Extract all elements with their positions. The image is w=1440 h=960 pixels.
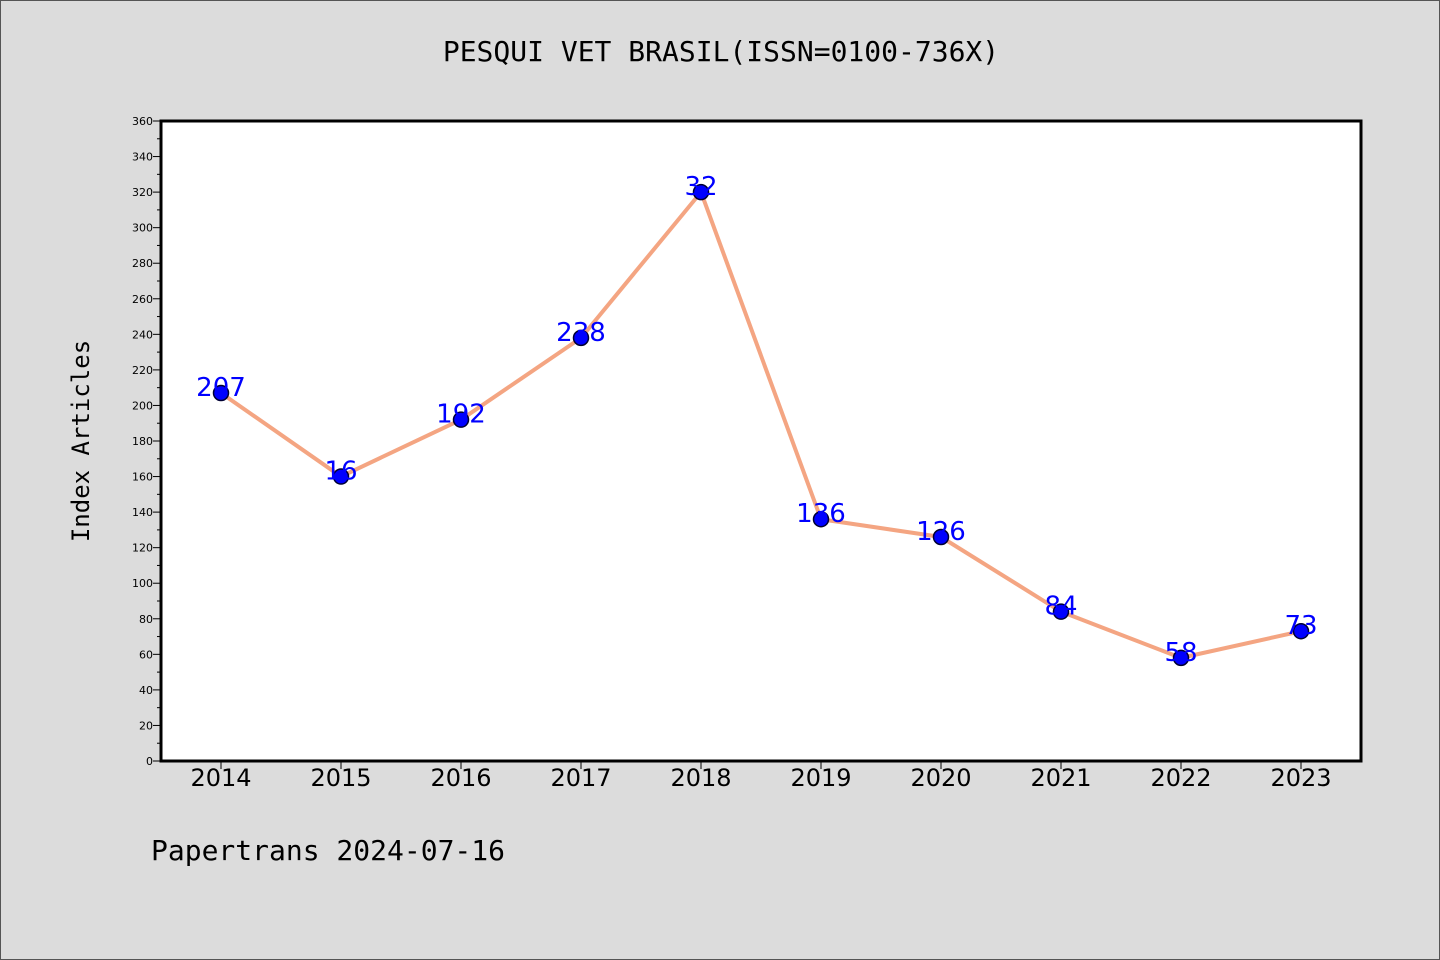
x-tick-label: 2016 bbox=[430, 764, 491, 792]
y-tick-label: 60 bbox=[139, 648, 153, 661]
x-tick-label: 2021 bbox=[1030, 764, 1091, 792]
data-label: 207 bbox=[196, 373, 246, 403]
y-tick-label: 140 bbox=[132, 506, 153, 519]
y-tick-label: 80 bbox=[139, 613, 153, 626]
data-label: 58 bbox=[1164, 638, 1197, 668]
plot-frame bbox=[159, 119, 1363, 763]
data-point bbox=[212, 384, 230, 402]
y-tick-label: 180 bbox=[132, 435, 153, 448]
y-tick-label: 360 bbox=[132, 115, 153, 128]
y-tick-label: 260 bbox=[132, 293, 153, 306]
y-tick-label: 300 bbox=[132, 222, 153, 235]
data-label: 126 bbox=[916, 517, 966, 547]
data-point bbox=[932, 528, 950, 546]
data-label: 84 bbox=[1044, 592, 1077, 622]
data-point bbox=[1052, 603, 1070, 620]
series-line bbox=[219, 190, 1303, 660]
y-tick-label: 120 bbox=[132, 542, 153, 555]
y-tick-label: 320 bbox=[132, 186, 153, 199]
data-point bbox=[572, 329, 590, 347]
x-tick-label: 2017 bbox=[550, 764, 611, 792]
y-tick-label: 20 bbox=[139, 719, 153, 732]
data-label: 32 bbox=[684, 172, 717, 202]
data-point bbox=[812, 510, 830, 528]
data-point bbox=[332, 468, 350, 485]
x-tick-label: 2019 bbox=[790, 764, 851, 792]
x-tick-label: 2014 bbox=[190, 764, 251, 792]
x-tick-label: 2022 bbox=[1150, 764, 1211, 792]
data-point bbox=[1172, 649, 1190, 667]
data-label: 73 bbox=[1284, 611, 1317, 641]
data-label: 136 bbox=[796, 499, 846, 529]
y-tick-label: 240 bbox=[132, 328, 153, 341]
y-tick-label: 40 bbox=[139, 684, 153, 697]
data-label: 192 bbox=[436, 400, 486, 430]
data-point bbox=[452, 411, 470, 428]
x-tick-label: 2018 bbox=[670, 764, 731, 792]
y-tick-label: 280 bbox=[132, 257, 153, 270]
chart-title: PESQUI VET BRASIL(ISSN=0100-736X) bbox=[442, 35, 1000, 68]
y-tick-label: 100 bbox=[132, 577, 153, 590]
plot-area bbox=[161, 121, 1361, 761]
data-point bbox=[692, 183, 710, 201]
y-tick-label: 220 bbox=[132, 364, 153, 377]
data-label: 238 bbox=[556, 318, 606, 348]
footer-note: Papertrans 2024-07-16 bbox=[151, 834, 506, 867]
y-tick-label: 340 bbox=[132, 151, 153, 164]
y-tick-label: 200 bbox=[132, 399, 153, 412]
x-tick-label: 2020 bbox=[910, 764, 971, 792]
x-tick-label: 2015 bbox=[310, 764, 371, 792]
x-tick-label: 2023 bbox=[1270, 764, 1331, 792]
y-tick-label: 0 bbox=[146, 755, 153, 768]
y-tick-label: 160 bbox=[132, 471, 153, 484]
data-label: 16 bbox=[324, 457, 357, 487]
data-point bbox=[1292, 622, 1310, 640]
